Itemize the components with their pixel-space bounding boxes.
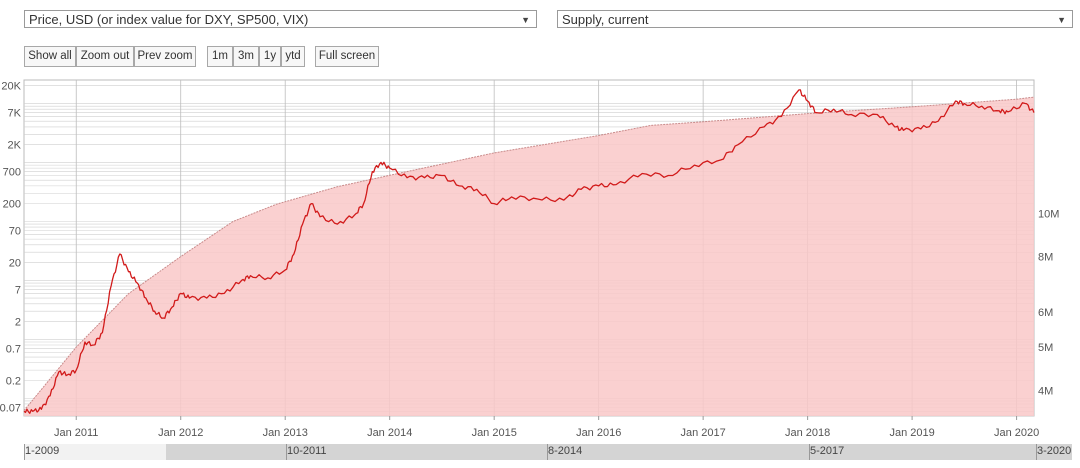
y-left-tick-label: 700 (3, 167, 21, 179)
x-tick-label: Jan 2014 (367, 427, 412, 439)
y-left-tick-label: 7K (8, 108, 22, 120)
y-left-tick-label: 20K (1, 81, 21, 93)
dropdown-arrow-icon: ▼ (1057, 15, 1066, 25)
y-left-tick-label: 0.2 (6, 376, 21, 388)
range-ytd-button[interactable]: ytd (281, 46, 305, 67)
price-series-select-value: Price, USD (or index value for DXY, SP50… (29, 12, 309, 27)
navigator-date-label: 3-2020 (1037, 445, 1072, 457)
y-left-tick-label: 0.07 (0, 402, 21, 414)
y-left-tick-label: 2 (15, 317, 21, 329)
y-left-tick-label: 2K (8, 140, 22, 152)
x-tick-label: Jan 2019 (889, 427, 934, 439)
x-tick-label: Jan 2016 (576, 427, 621, 439)
price-supply-chart[interactable]: 0.07 0.2 0.7 2 7 20 70 200 700 2K 7K 20K 4M 5M 6M 8M 10M… (0, 0, 1080, 444)
range-3m-button[interactable]: 3m (233, 46, 259, 67)
prev-zoom-button[interactable]: Prev zoom (134, 46, 196, 67)
y-left-tick-label: 0.7 (6, 343, 21, 355)
navigator-tick (1036, 444, 1037, 460)
navigator-tick (547, 444, 548, 460)
supply-line (23, 96, 1035, 411)
full-screen-button[interactable]: Full screen (315, 46, 379, 67)
price-line (23, 89, 1035, 414)
y-right-tick-label: 6M (1038, 307, 1053, 319)
x-tick-label: Jan 2013 (263, 427, 308, 439)
y-right-tick-label: 4M (1038, 385, 1053, 397)
navigator-date-label: 1-2009 (25, 445, 60, 457)
y-right-tick-label: 8M (1038, 252, 1053, 264)
navigator-tick (286, 444, 287, 460)
y-right-tick-label: 10M (1038, 209, 1059, 221)
navigator-date-label: 8-2014 (548, 445, 583, 457)
x-tick-label: Jan 2015 (472, 427, 517, 439)
y-left-tick-label: 20 (9, 258, 21, 270)
y-left-tick-label: 7 (15, 285, 21, 297)
price-line-layer (23, 89, 1035, 414)
range-1m-button[interactable]: 1m (207, 46, 233, 67)
dropdown-arrow-icon: ▼ (521, 15, 530, 25)
zoom-out-button[interactable]: Zoom out (76, 46, 134, 67)
y-left-tick-label: 70 (9, 226, 21, 238)
navigator-tick (809, 444, 810, 460)
supply-series-select-value: Supply, current (562, 12, 649, 27)
chart-axes: 0.07 0.2 0.7 2 7 20 70 200 700 2K 7K 20K 4M 5M 6M 8M 10M… (0, 81, 1059, 439)
supply-area-fill (24, 97, 1034, 416)
navigator-date-label: 10-2011 (287, 445, 327, 457)
price-series-select[interactable]: Price, USD (or index value for DXY, SP50… (24, 10, 537, 28)
range-1y-button[interactable]: 1y (259, 46, 281, 67)
navigator-tick (24, 444, 25, 460)
x-tick-label: Jan 2020 (994, 427, 1039, 439)
navigator-date-label: 5-2017 (810, 445, 845, 457)
supply-area (23, 96, 1035, 416)
navigator-unselected-range (24, 444, 166, 460)
x-tick-label: Jan 2011 (54, 427, 98, 439)
x-tick-label: Jan 2018 (785, 427, 830, 439)
x-tick-label: Jan 2017 (680, 427, 725, 439)
y-right-tick-label: 5M (1038, 342, 1053, 354)
show-all-button[interactable]: Show all (24, 46, 76, 67)
supply-series-select[interactable]: Supply, current ▼ (557, 10, 1073, 28)
x-tick-label: Jan 2012 (158, 427, 203, 439)
y-left-tick-label: 200 (3, 199, 21, 211)
